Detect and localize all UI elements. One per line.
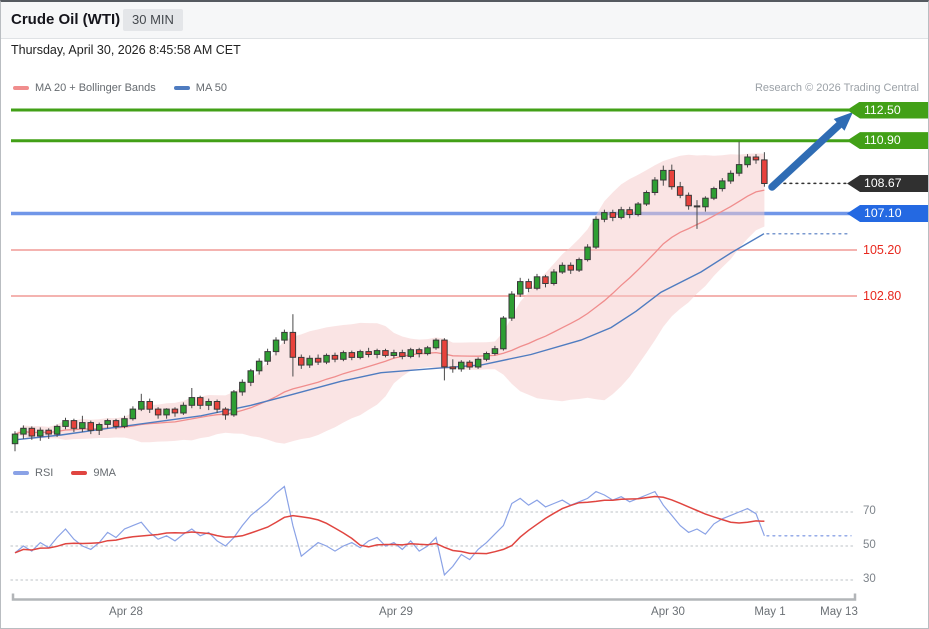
timeframe-badge[interactable]: 30 MIN <box>123 9 183 31</box>
main-legend-item: MA 20 + Bollinger Bands <box>13 82 156 94</box>
rsi-level-label-50: 50 <box>863 539 876 551</box>
rsi-level-label-30: 30 <box>863 573 876 585</box>
x-axis-label-apr-30: Apr 30 <box>651 606 685 618</box>
rsi-legend-label: RSI <box>35 467 54 479</box>
chart-timestamp: Thursday, April 30, 2026 8:45:58 AM CET <box>11 43 241 57</box>
price-label-107.10: 107.10 <box>847 205 928 223</box>
price-label-108.67: 108.67 <box>847 174 928 192</box>
x-axis-line <box>11 593 857 601</box>
price-label-110.90: 110.90 <box>847 132 928 150</box>
header-bar: Crude Oil (WTI) 30 MIN <box>1 2 928 39</box>
rsi-legend-item: 9MA <box>71 467 116 479</box>
x-axis-label-may-13: May 13 <box>820 606 858 618</box>
instrument-title: Crude Oil (WTI) <box>11 11 121 28</box>
rsi-line <box>14 485 765 577</box>
breakout-arrow-shaft <box>768 121 843 191</box>
rsi-legend-item: RSI <box>13 467 53 479</box>
x-axis-label-apr-28: Apr 28 <box>109 606 143 618</box>
x-axis-label-apr-29: Apr 29 <box>379 606 413 618</box>
rsi-legend-swatch-icon <box>71 471 88 475</box>
breakout-arrow-head <box>833 112 853 131</box>
rsi-legend: RSI 9MA <box>13 467 116 479</box>
price-label-112.50: 112.50 <box>847 101 928 119</box>
main-legend-swatch-icon <box>13 86 29 90</box>
main-legend-swatch-icon <box>173 86 190 90</box>
main-legend-label: MA 20 + Bollinger Bands <box>35 82 156 94</box>
x-axis-label-may-1: May 1 <box>754 606 786 618</box>
rsi-ma-line <box>14 495 765 555</box>
rsi-level-label-70: 70 <box>863 505 876 517</box>
bollinger-band <box>15 153 765 444</box>
rsi-legend-swatch-icon <box>13 471 29 475</box>
ma50-line <box>14 233 765 441</box>
price-label-102.80: 102.80 <box>863 289 902 303</box>
main-legend-item: MA 50 <box>173 82 227 94</box>
candles-group <box>11 141 768 452</box>
rsi-legend-label: 9MA <box>93 467 116 479</box>
price-label-105.20: 105.20 <box>863 242 902 257</box>
research-credit: Research © 2026 Trading Central <box>754 82 919 94</box>
main-chart-legend: MA 20 + Bollinger Bands MA 50 <box>13 82 227 94</box>
main-legend-label: MA 50 <box>195 82 227 94</box>
